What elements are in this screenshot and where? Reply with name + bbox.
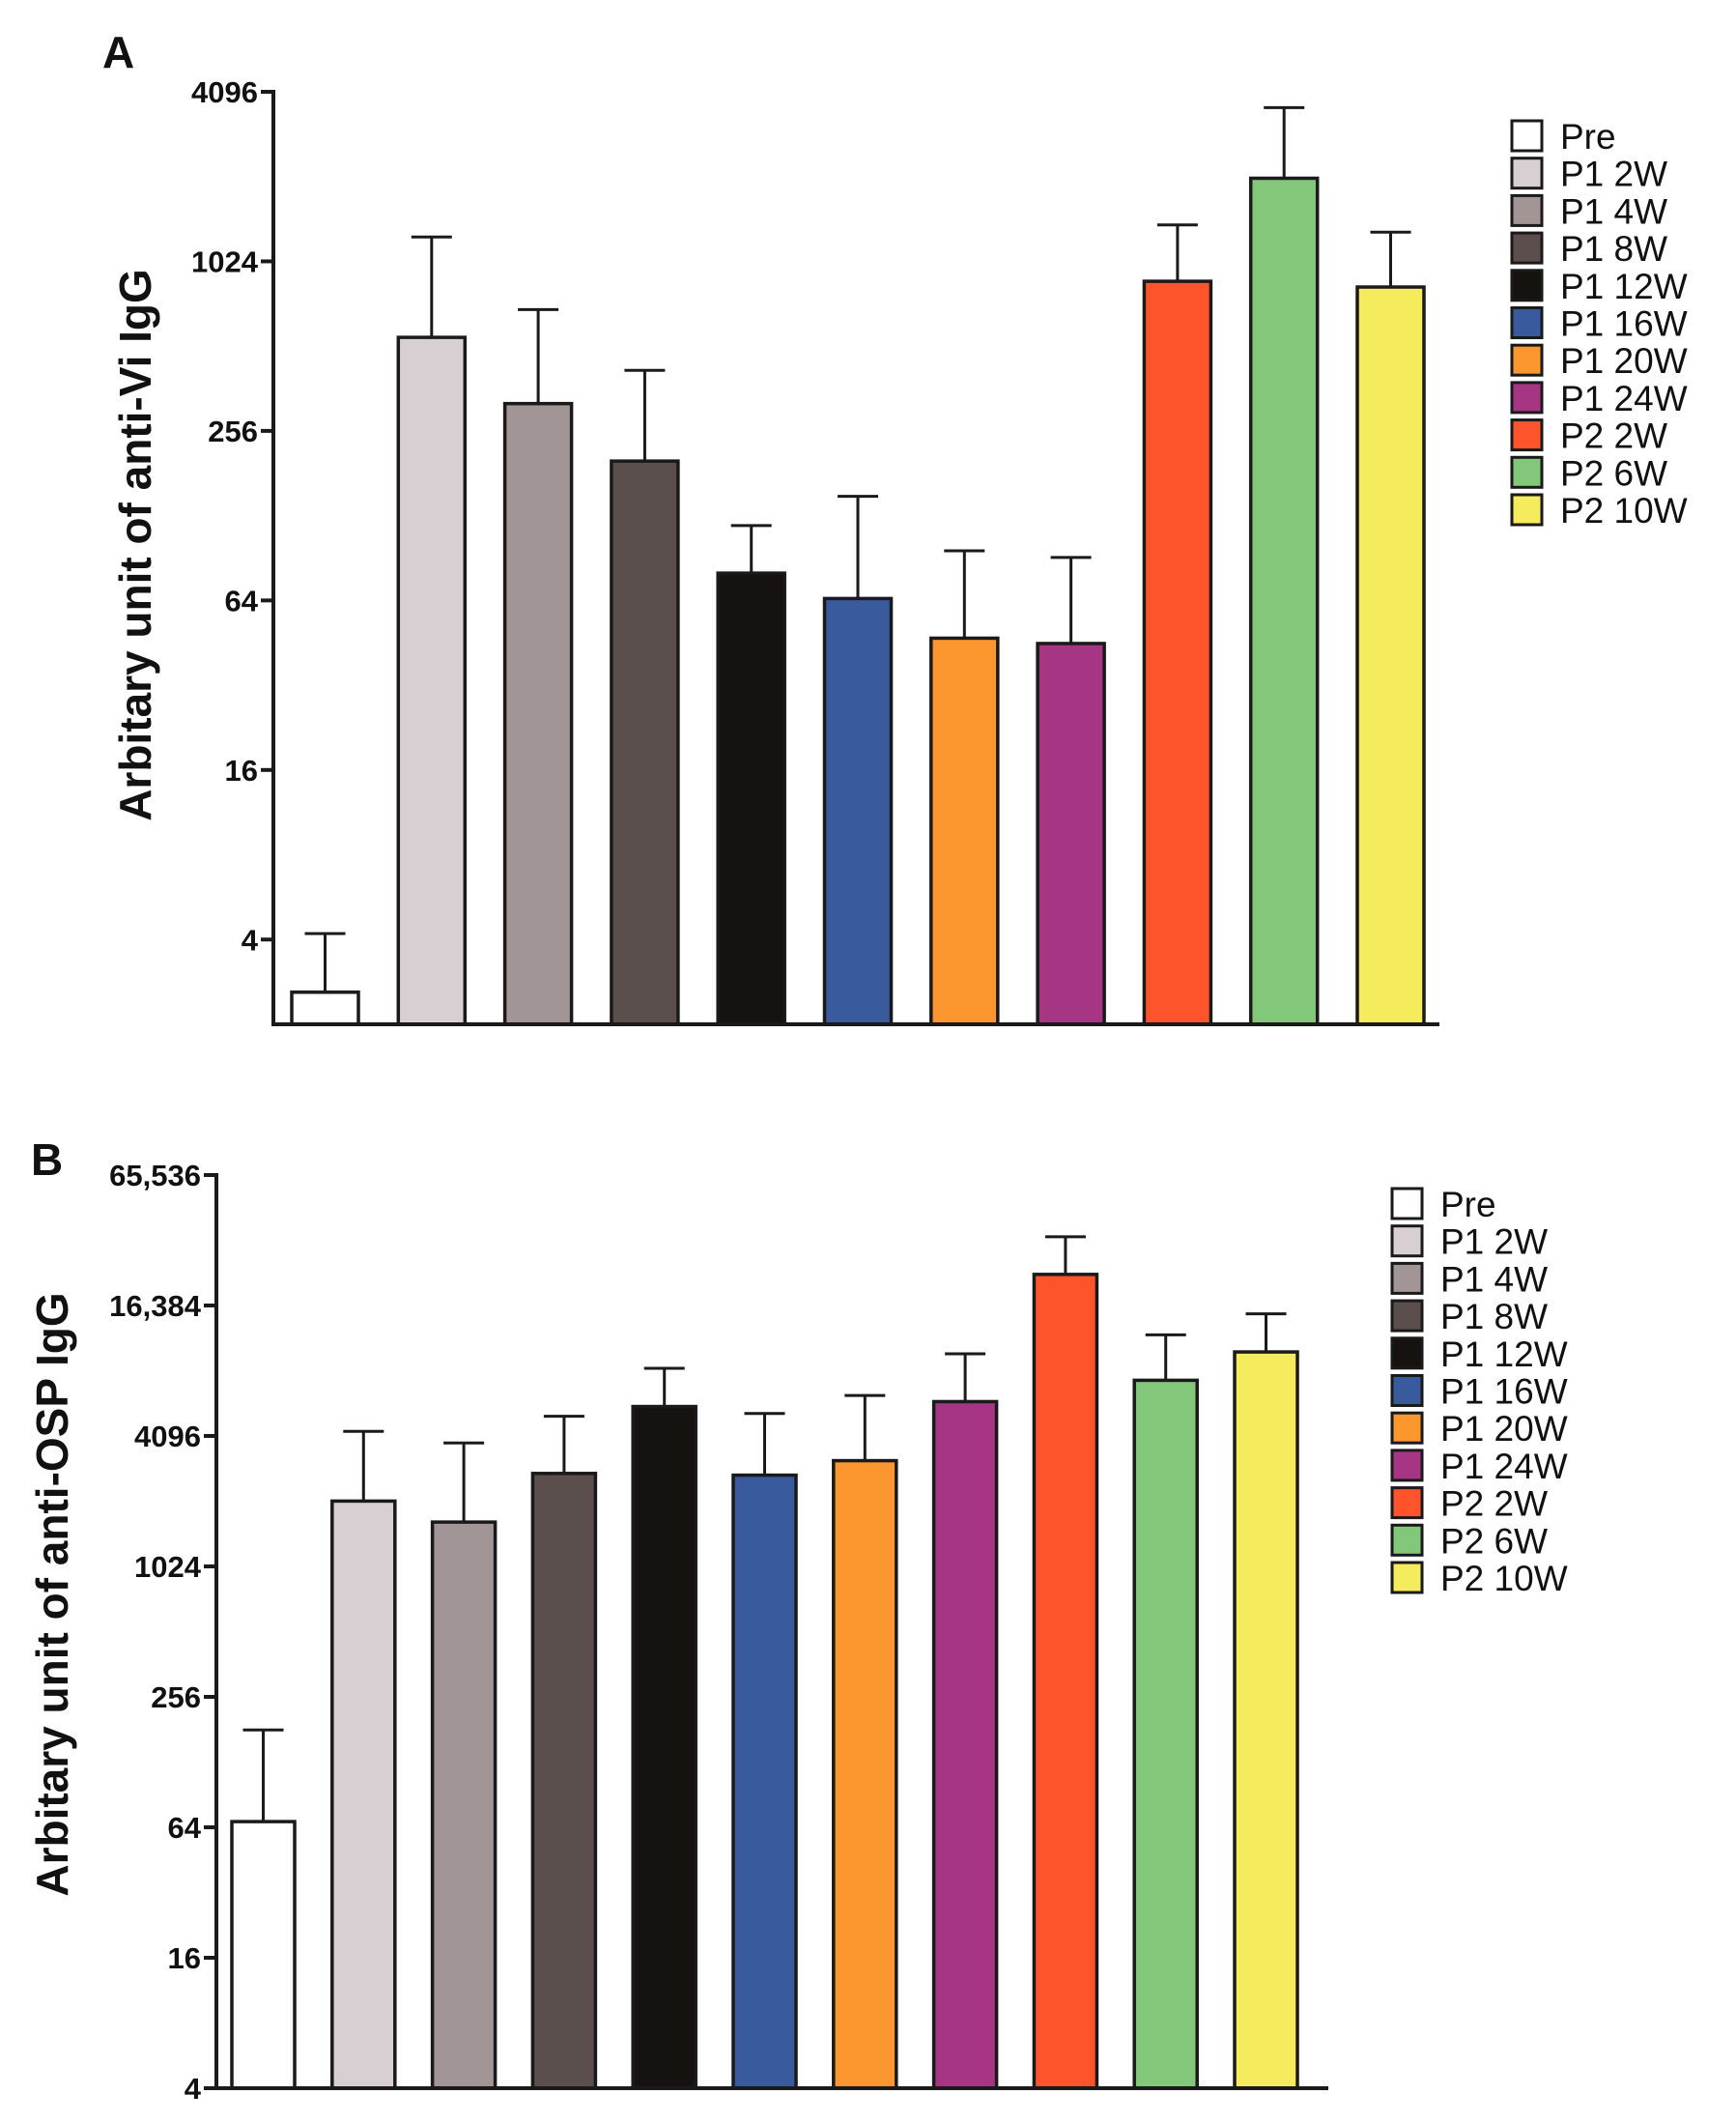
legend-label: P2 2W — [1440, 1484, 1548, 1524]
legend-swatch — [1510, 119, 1544, 153]
y-tick-label: 1024 — [134, 1550, 202, 1584]
legend-label: P1 20W — [1560, 341, 1688, 381]
bar — [502, 401, 574, 1026]
legend-swatch — [1510, 381, 1544, 415]
legend-swatch — [1510, 193, 1544, 227]
y-tick-label: 16,384 — [109, 1289, 202, 1323]
legend-swatch — [1390, 1299, 1424, 1333]
y-tick-label: 64 — [225, 584, 259, 617]
legend-swatch — [1510, 418, 1544, 452]
legend-label: P1 4W — [1560, 191, 1667, 231]
bar — [832, 1458, 898, 2090]
y-tick-label: 1024 — [191, 244, 259, 278]
legend-label: P2 10W — [1560, 491, 1688, 531]
legend-swatch — [1510, 343, 1544, 377]
legend-label: P1 24W — [1440, 1447, 1568, 1486]
legend-swatch — [1390, 1374, 1424, 1407]
y-tick-label: 256 — [151, 1680, 201, 1714]
legend-label: P1 12W — [1440, 1334, 1568, 1374]
panel-label-b: B — [31, 1134, 63, 1185]
y-tick-label: 16 — [225, 754, 258, 788]
legend-swatch — [1510, 157, 1544, 190]
legend-label: P1 20W — [1440, 1409, 1568, 1449]
legend-swatch — [1390, 1561, 1424, 1594]
y-axis-label-a: Arbitary unit of anti-Vi IgG — [110, 269, 160, 821]
bar — [1036, 642, 1106, 1026]
bar — [1355, 285, 1426, 1026]
legend-label: P2 6W — [1440, 1521, 1548, 1561]
legend-label: Pre — [1440, 1185, 1496, 1224]
legend-swatch — [1510, 306, 1544, 339]
legend-label: P2 2W — [1560, 416, 1667, 456]
bar — [396, 335, 468, 1026]
y-tick-label: 4 — [242, 923, 259, 957]
panel-label-a: A — [102, 27, 134, 77]
bar — [716, 571, 786, 1026]
bar — [822, 596, 894, 1026]
legend-swatch — [1390, 1486, 1424, 1520]
bar — [430, 1520, 498, 2090]
y-tick-label: 4096 — [134, 1420, 201, 1453]
legend-swatch — [1390, 1336, 1424, 1370]
legend-swatch — [1390, 1187, 1424, 1220]
bar — [929, 636, 1000, 1026]
legend-label: P2 6W — [1560, 453, 1667, 493]
legend-label: P1 16W — [1560, 304, 1688, 344]
legend-swatch — [1510, 231, 1544, 265]
legend-label: P1 8W — [1440, 1297, 1548, 1336]
bar — [931, 1399, 999, 2090]
legend-label: P1 12W — [1560, 267, 1688, 306]
legend-label: P1 24W — [1560, 379, 1688, 418]
bar — [1233, 1350, 1299, 2090]
legend-label: P1 8W — [1560, 229, 1667, 269]
bar — [631, 1404, 697, 2090]
bar — [530, 1472, 598, 2090]
legend-swatch — [1390, 1224, 1424, 1258]
legend-swatch — [1390, 1261, 1424, 1295]
y-tick-label: 256 — [208, 415, 258, 448]
bar — [230, 1820, 297, 2090]
legend-label: P1 2W — [1560, 155, 1667, 194]
panel-b: B Arbitary unit of anti-OSP IgG 4 16 64 256… — [27, 1134, 1568, 2106]
legend-swatch — [1510, 455, 1544, 489]
y-tick-label: 64 — [168, 1811, 202, 1845]
y-axis-label-b: Arbitary unit of anti-OSP IgG — [27, 1292, 77, 1896]
bar — [1132, 1378, 1199, 2090]
bar — [330, 1499, 397, 2090]
legend-swatch — [1510, 269, 1544, 302]
y-tick-label: 65,536 — [109, 1159, 201, 1192]
y-tick-label: 16 — [168, 1941, 201, 1975]
bar — [731, 1473, 798, 2090]
legend-label: P1 4W — [1440, 1259, 1548, 1299]
legend-swatch — [1390, 1411, 1424, 1445]
bar — [290, 990, 360, 1026]
bar — [610, 459, 680, 1026]
legend-label: P1 16W — [1440, 1372, 1568, 1412]
legend-swatch — [1510, 493, 1544, 527]
bar — [1248, 176, 1320, 1026]
panel-a: A Arbitary unit of anti-Vi IgG 4 16 64 256 1… — [102, 27, 1688, 1026]
bar — [1032, 1273, 1099, 2090]
legend-swatch — [1390, 1523, 1424, 1557]
y-tick-label: 4096 — [191, 75, 258, 109]
legend-label: P1 2W — [1440, 1222, 1548, 1262]
bar — [1142, 279, 1213, 1026]
y-tick-label: 4 — [185, 2072, 202, 2106]
legend-swatch — [1390, 1449, 1424, 1482]
legend-label: P2 10W — [1440, 1559, 1568, 1598]
legend-label: Pre — [1560, 117, 1616, 157]
